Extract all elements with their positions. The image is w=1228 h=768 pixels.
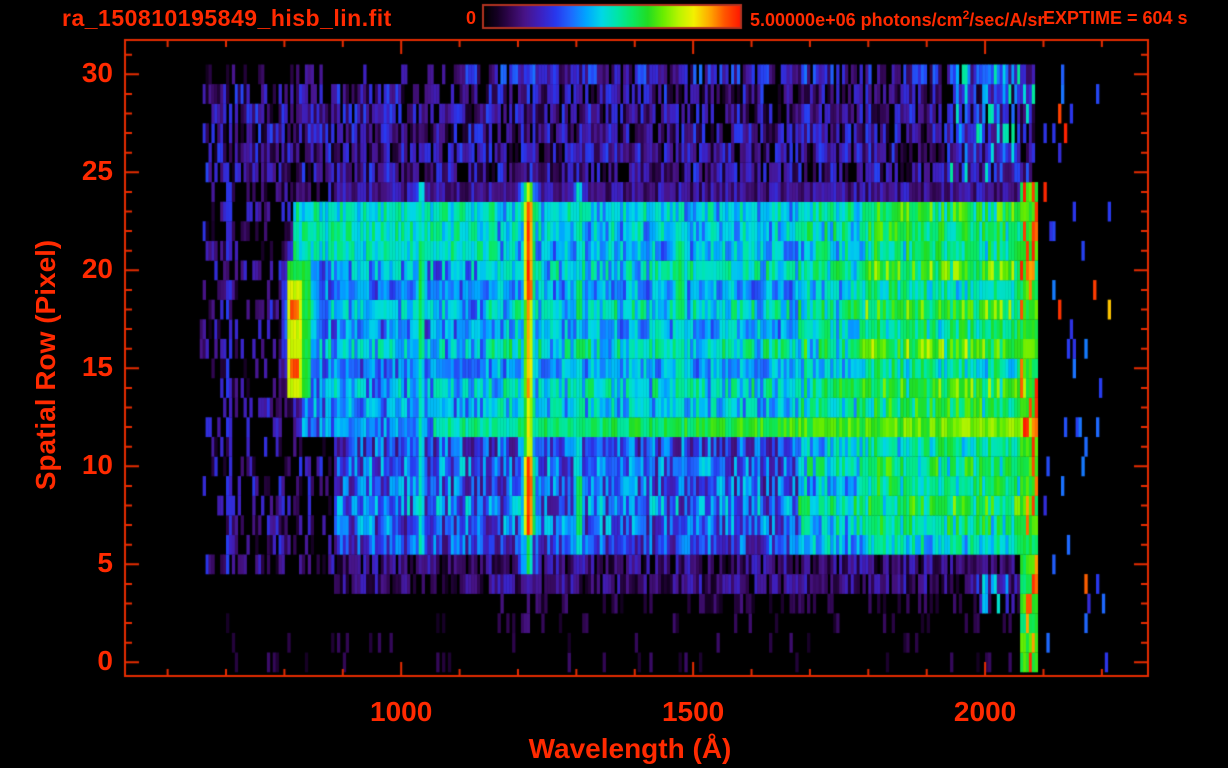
- y-tick-label: 25: [81, 155, 113, 187]
- y-tick-label: 20: [81, 253, 113, 285]
- colorbar-min-label: 0: [465, 8, 476, 28]
- colorbar-units: photons/cm: [855, 10, 963, 30]
- y-tick-label: 5: [97, 547, 113, 579]
- filename-label: ra_150810195849_hisb_lin.fit: [62, 5, 392, 31]
- y-tick-label: 30: [81, 57, 113, 89]
- x-tick-label: 2000: [953, 696, 1017, 727]
- colorbar-max-value: 5.00000e+06: [750, 10, 856, 30]
- x-axis-title: Wavelength (Å): [528, 733, 732, 764]
- y-tick-label: 0: [97, 645, 113, 677]
- y-tick-label: 10: [81, 449, 113, 481]
- x-tick-label: 1000: [370, 696, 433, 727]
- exptime-label: EXPTIME = 604 s: [1043, 8, 1188, 28]
- colorbar-units-superscript: 2: [962, 8, 970, 22]
- colorbar-max-label: 5.00000e+06 photons/cm2/sec/A/sr: [750, 8, 1044, 31]
- y-tick-label: 15: [81, 351, 113, 383]
- x-tick-label: 1500: [661, 696, 725, 727]
- colorbar-units-tail: /sec/A/sr: [969, 10, 1045, 30]
